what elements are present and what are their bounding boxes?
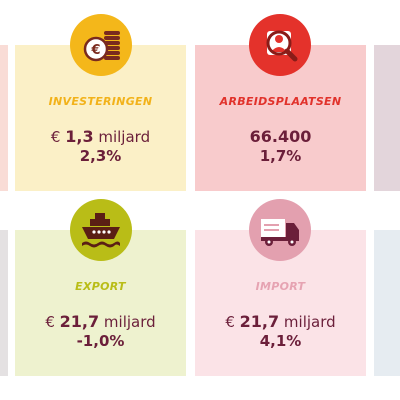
currency-symbol: €: [45, 313, 55, 331]
card-change: -1,0%: [76, 332, 125, 350]
svg-text:€: €: [90, 43, 100, 58]
ship-icon: [70, 199, 132, 261]
card-label: INVESTERINGEN: [48, 95, 153, 108]
card-change: 1,7%: [259, 147, 302, 165]
card-change: 2,3%: [79, 147, 122, 165]
value-amount: 21,7: [239, 312, 280, 331]
card-value-line: € 21,7 miljard: [15, 312, 186, 331]
partial-card-top-right: [374, 45, 400, 191]
card-import: IMPORT € 21,7 miljard 4,1%: [195, 199, 366, 376]
partial-card-bottom-left: [0, 230, 8, 376]
value-unit: miljard: [103, 313, 156, 331]
value-amount: 66.400: [249, 127, 312, 146]
card-value-line: € 21,7 miljard: [195, 312, 366, 331]
value-unit: miljard: [98, 128, 151, 146]
card-value-line: 66.400: [195, 127, 366, 146]
currency-symbol: €: [50, 128, 61, 146]
truck-icon: [249, 199, 311, 261]
card-export: EXPORT € 21,7 miljard -1,0%: [15, 199, 186, 376]
card-value-line: € 1,3 miljard: [15, 127, 186, 146]
value-amount: 21,7: [59, 312, 100, 331]
partial-card-top-left: [0, 45, 8, 191]
partial-card-bottom-right: [374, 230, 400, 376]
currency-symbol: €: [225, 313, 235, 331]
badge-import: [249, 199, 311, 261]
card-arbeidsplaatsen: ARBEIDSPLAATSEN 66.400 1,7%: [195, 14, 366, 191]
person-search-icon: [249, 14, 311, 76]
badge-arbeidsplaatsen: [249, 14, 311, 76]
coins-euro-icon: €: [70, 14, 132, 76]
badge-export: [70, 199, 132, 261]
badge-investeringen: €: [70, 14, 132, 76]
card-investeringen: € INVESTERINGEN € 1,3 miljard 2,3%: [15, 14, 186, 191]
card-label: ARBEIDSPLAATSEN: [219, 95, 342, 108]
card-change: 4,1%: [259, 332, 302, 350]
card-label: IMPORT: [255, 280, 306, 293]
value-unit: miljard: [283, 313, 336, 331]
card-label: EXPORT: [75, 280, 126, 293]
value-amount: 1,3: [65, 127, 94, 146]
